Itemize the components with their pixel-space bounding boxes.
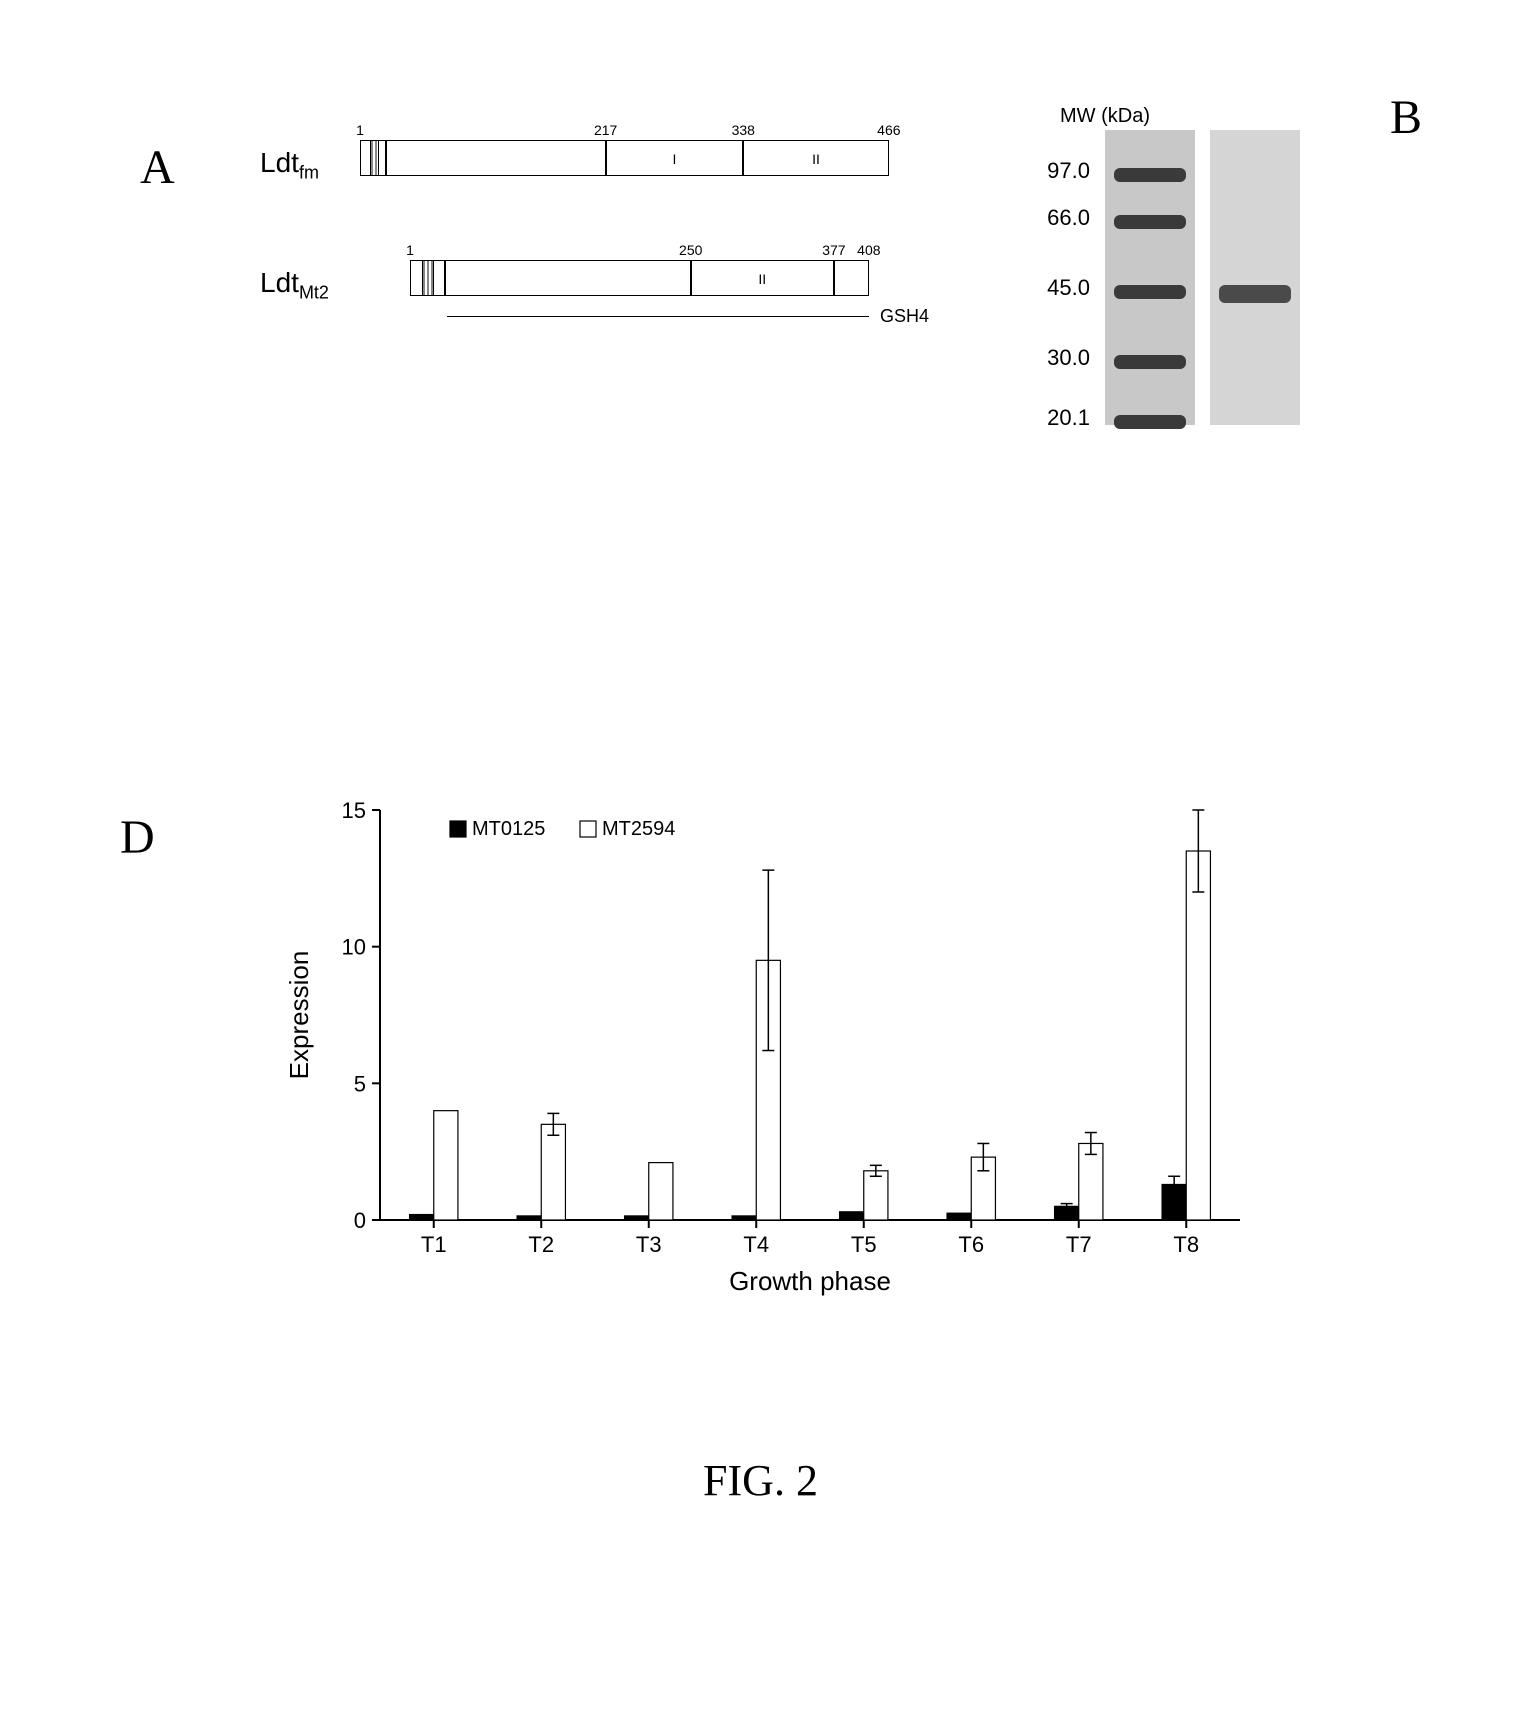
marker-band xyxy=(1114,415,1186,429)
sample-band xyxy=(1219,285,1291,303)
svg-text:15: 15 xyxy=(342,798,366,823)
domain-diagram: 1217338466III xyxy=(360,140,890,190)
mw-label: 97.0 xyxy=(1030,158,1090,184)
domain-tick: 1 xyxy=(406,242,414,258)
signal-peptide xyxy=(370,140,379,176)
domain-box-label: II xyxy=(812,151,820,167)
domain-box-label: I xyxy=(673,151,677,167)
figure-caption: FIG. 2 xyxy=(703,1455,818,1506)
svg-text:T4: T4 xyxy=(743,1232,769,1257)
domain-tick: 1 xyxy=(356,122,364,138)
domain-box-label: II xyxy=(758,271,766,287)
protein-label: LdtMt2 xyxy=(260,267,360,304)
marker-band xyxy=(1114,285,1186,299)
svg-text:10: 10 xyxy=(342,935,366,960)
mw-label: 20.1 xyxy=(1030,405,1090,431)
domain-tick: 408 xyxy=(857,242,880,258)
marker-band xyxy=(1114,355,1186,369)
domain-box xyxy=(834,260,869,296)
bar-chart-svg: 0 5 10 15 Expression Growth phase T1 T2 T3 T4 T5 T6… xyxy=(280,790,1280,1310)
marker-band xyxy=(1114,215,1186,229)
panel-label-d: D xyxy=(120,810,155,865)
mw-label: 45.0 xyxy=(1030,275,1090,301)
domain-tick: 377 xyxy=(822,242,845,258)
domain-diagram: 1250377408IIGSH4 xyxy=(410,260,870,310)
svg-text:0: 0 xyxy=(354,1208,366,1233)
svg-text:T3: T3 xyxy=(636,1232,662,1257)
domain-box: II xyxy=(743,140,889,176)
svg-text:T2: T2 xyxy=(528,1232,554,1257)
svg-text:T1: T1 xyxy=(421,1232,447,1257)
panel-label-b: B xyxy=(1390,90,1422,145)
svg-text:5: 5 xyxy=(354,1071,366,1096)
panel-d-chart: 0 5 10 15 Expression Growth phase T1 T2 T3 T4 T5 T6… xyxy=(280,790,1280,1310)
svg-text:T6: T6 xyxy=(958,1232,984,1257)
mw-header: MW (kDa) xyxy=(1060,105,1150,128)
domain-box: II xyxy=(691,260,834,296)
marker-band xyxy=(1114,168,1186,182)
svg-text:Growth phase: Growth phase xyxy=(729,1266,891,1296)
protein-row: Ldtfm1217338466III xyxy=(260,140,980,190)
svg-text:Expression: Expression xyxy=(284,951,314,1080)
domain-tick: 250 xyxy=(679,242,702,258)
gsh4-line xyxy=(447,316,869,317)
mw-label: 30.0 xyxy=(1030,345,1090,371)
panel-a-diagrams: Ldtfm1217338466IIILdtMt21250377408IIGSH4 xyxy=(260,140,980,380)
mw-label: 66.0 xyxy=(1030,205,1090,231)
domain-tick: 217 xyxy=(594,122,617,138)
svg-text:T7: T7 xyxy=(1066,1232,1092,1257)
gel-lane-marker xyxy=(1105,130,1195,425)
gsh4-label: GSH4 xyxy=(880,306,929,327)
signal-peptide xyxy=(422,260,433,296)
svg-text:MT0125: MT0125 xyxy=(472,818,545,840)
domain-box xyxy=(386,140,606,176)
domain-box xyxy=(445,260,691,296)
svg-text:MT2594: MT2594 xyxy=(602,818,675,840)
domain-box: I xyxy=(606,140,744,176)
domain-tick: 466 xyxy=(877,122,900,138)
svg-text:T5: T5 xyxy=(851,1232,877,1257)
gel-lane-sample xyxy=(1210,130,1300,425)
panel-label-a: A xyxy=(140,140,175,195)
svg-text:T8: T8 xyxy=(1173,1232,1199,1257)
domain-tick: 338 xyxy=(732,122,755,138)
protein-label: Ldtfm xyxy=(260,147,360,184)
protein-row: LdtMt2 1250377408IIGSH4 xyxy=(260,260,980,310)
